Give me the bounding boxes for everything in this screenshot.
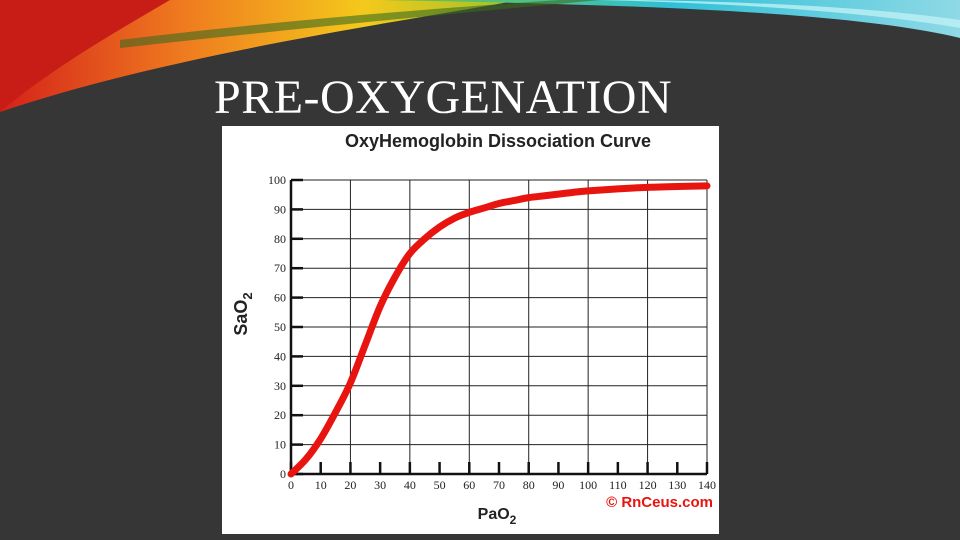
chart-ticks xyxy=(289,178,709,476)
x-tick-label: 70 xyxy=(493,478,505,492)
y-axis-label: SaO2 xyxy=(231,292,255,335)
y-tick-label: 100 xyxy=(268,173,286,187)
chart-grid xyxy=(289,179,708,476)
x-axis-label: PaO2 xyxy=(478,506,517,527)
y-tick-label: 10 xyxy=(274,438,286,452)
y-tick-label: 40 xyxy=(274,349,286,363)
x-axis-label-main: PaO xyxy=(478,506,510,523)
x-axis-label-sub: 2 xyxy=(510,513,517,527)
red-swoosh xyxy=(0,0,170,112)
teal-streak xyxy=(600,0,960,28)
y-axis-label-sub: 2 xyxy=(240,292,255,299)
y-tick-label: 0 xyxy=(280,467,286,481)
y-tick-label: 60 xyxy=(274,291,286,305)
x-tick-label: 120 xyxy=(639,478,657,492)
y-tick-label: 70 xyxy=(274,261,286,275)
y-tick-label: 90 xyxy=(274,202,286,216)
dissociation-curve xyxy=(287,182,711,478)
y-tick-label: 30 xyxy=(274,379,286,393)
x-tick-label: 80 xyxy=(523,478,535,492)
slide-title: PRE-OXYGENATION xyxy=(214,71,673,124)
chart-card: 0 10 20 30 40 50 60 70 80 90 100 110 120 130 140 0 10 20 3… xyxy=(222,126,719,534)
x-tick-label: 100 xyxy=(579,478,597,492)
x-tick-label: 60 xyxy=(463,478,475,492)
y-tick-label: 20 xyxy=(274,408,286,422)
x-tick-label: 140 xyxy=(698,478,716,492)
x-tick-label: 90 xyxy=(552,478,564,492)
x-tick-label: 0 xyxy=(288,478,294,492)
x-tick-label: 110 xyxy=(609,478,627,492)
curve-layer xyxy=(287,182,711,478)
x-tick-label: 130 xyxy=(668,478,686,492)
y-tick-label: 50 xyxy=(274,320,286,334)
x-tick-label: 20 xyxy=(344,478,356,492)
x-tick-label: 30 xyxy=(374,478,386,492)
x-tick-label: 10 xyxy=(315,478,327,492)
y-axis-label-main: SaO xyxy=(231,300,251,336)
tick-labels: 0 10 20 30 40 50 60 70 80 90 100 110 120 130 140 0 10 20 3… xyxy=(268,173,716,492)
header-decoration xyxy=(0,0,960,112)
y-tick-label: 80 xyxy=(274,232,286,246)
warm-swoosh xyxy=(0,0,520,112)
x-tick-label: 40 xyxy=(404,478,416,492)
chart: 0 10 20 30 40 50 60 70 80 90 100 110 120 130 140 0 10 20 3… xyxy=(231,131,716,527)
chart-title: OxyHemoglobin Dissociation Curve xyxy=(345,131,651,151)
x-tick-label: 50 xyxy=(434,478,446,492)
copyright-label: © RnCeus.com xyxy=(606,494,713,511)
